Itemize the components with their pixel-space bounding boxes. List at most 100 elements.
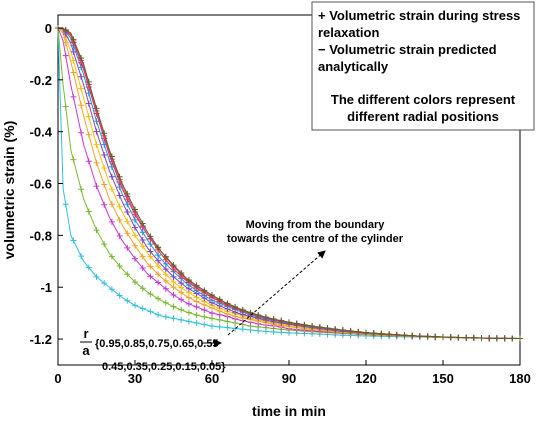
series-point — [124, 190, 131, 197]
series-point — [124, 209, 131, 216]
series-point — [216, 316, 223, 323]
series-point — [108, 218, 115, 225]
series-point — [78, 129, 85, 136]
series-point — [193, 282, 200, 289]
series-point — [309, 322, 316, 329]
series-point — [85, 208, 92, 215]
x-tick-label: 120 — [355, 371, 377, 386]
series-point — [116, 216, 123, 223]
series-point — [108, 153, 115, 160]
positions-line-1: {0.95,0.85,0.75,0.65,0.55 — [95, 338, 219, 350]
series-point — [170, 292, 177, 298]
series-point — [116, 262, 123, 269]
series-point — [139, 265, 146, 272]
direction-arrow — [227, 250, 326, 336]
series-point — [501, 335, 508, 342]
series-point — [162, 253, 169, 260]
series-layer — [55, 24, 523, 342]
series-point — [232, 325, 239, 332]
series-point — [116, 173, 123, 180]
series-point — [416, 333, 423, 340]
series-point — [93, 128, 100, 135]
series-point — [124, 230, 131, 237]
series-point — [147, 233, 154, 240]
series-point — [147, 290, 154, 297]
series-point — [108, 173, 115, 180]
series-point — [124, 297, 131, 304]
series-point — [255, 311, 262, 318]
series-point — [155, 262, 162, 269]
radial-positions: r a {0.95,0.85,0.75,0.65,0.55 0.45,0.35,… — [80, 326, 226, 373]
ticks-layer: 0 30 60 90 120 150 180 0 -0.2 -0.4 -0.6 -0.8 -1 -1.2 — [30, 21, 531, 386]
series-point — [286, 319, 292, 326]
x-tick-label: 0 — [54, 371, 61, 386]
series-point — [193, 303, 200, 310]
series-point — [209, 315, 215, 322]
legend-line-4: analytically — [318, 59, 389, 74]
series-point — [108, 253, 115, 260]
series-point — [70, 93, 77, 100]
series-point — [132, 302, 138, 309]
series-point — [324, 325, 331, 332]
series-point — [347, 327, 354, 334]
y-tick-label: -0.2 — [30, 73, 52, 88]
series-point — [193, 320, 200, 326]
series-point — [147, 248, 154, 255]
x-tick-label: 60 — [205, 371, 219, 386]
series-point — [124, 244, 131, 251]
series-point — [170, 303, 177, 310]
series-point — [293, 320, 300, 327]
series-point — [155, 279, 162, 286]
series-point — [224, 300, 231, 307]
series-point — [139, 285, 146, 292]
series-point — [185, 309, 192, 316]
legend-line-3: − Volumetric strain predicted — [318, 42, 497, 57]
series-line — [57, 27, 521, 340]
series-point — [93, 159, 100, 166]
series-point — [139, 243, 146, 250]
series-point — [155, 271, 162, 278]
series-point — [478, 335, 485, 342]
series-point — [447, 334, 454, 341]
series-point — [78, 186, 85, 193]
series-point — [185, 276, 192, 283]
series-point — [78, 55, 85, 62]
series-point — [162, 278, 169, 284]
series-point — [201, 307, 208, 314]
series-point — [440, 334, 446, 340]
series-point — [147, 273, 154, 280]
series-point — [85, 158, 92, 165]
legend-line-7: different radial positions — [347, 109, 499, 124]
series-point — [155, 311, 162, 318]
series-point — [170, 279, 177, 286]
series-point — [78, 102, 85, 109]
series-point — [108, 186, 115, 193]
series-point — [209, 292, 215, 298]
series-point — [162, 285, 169, 292]
series-point — [93, 183, 100, 190]
series-point — [262, 314, 269, 321]
series-point — [178, 269, 185, 276]
series-point — [363, 329, 369, 336]
series-point — [155, 295, 162, 302]
series-point — [517, 335, 523, 342]
series-point — [139, 253, 146, 260]
ratio-denominator: a — [82, 343, 90, 358]
legend-line-6: The different colors represent — [331, 92, 516, 107]
series-point — [124, 201, 131, 208]
series-point — [101, 164, 108, 171]
series-point — [232, 303, 239, 310]
series-point — [78, 85, 85, 92]
series-point — [93, 105, 100, 112]
series-point — [62, 26, 69, 33]
series-point — [178, 316, 185, 323]
x-tick-label: 90 — [282, 371, 296, 386]
y-tick-label: -0.8 — [30, 228, 52, 243]
series-point — [124, 271, 131, 278]
series-point — [270, 316, 277, 323]
series-point — [132, 242, 138, 249]
series-point — [193, 311, 200, 318]
series-point — [78, 253, 85, 260]
series-point — [147, 241, 154, 248]
